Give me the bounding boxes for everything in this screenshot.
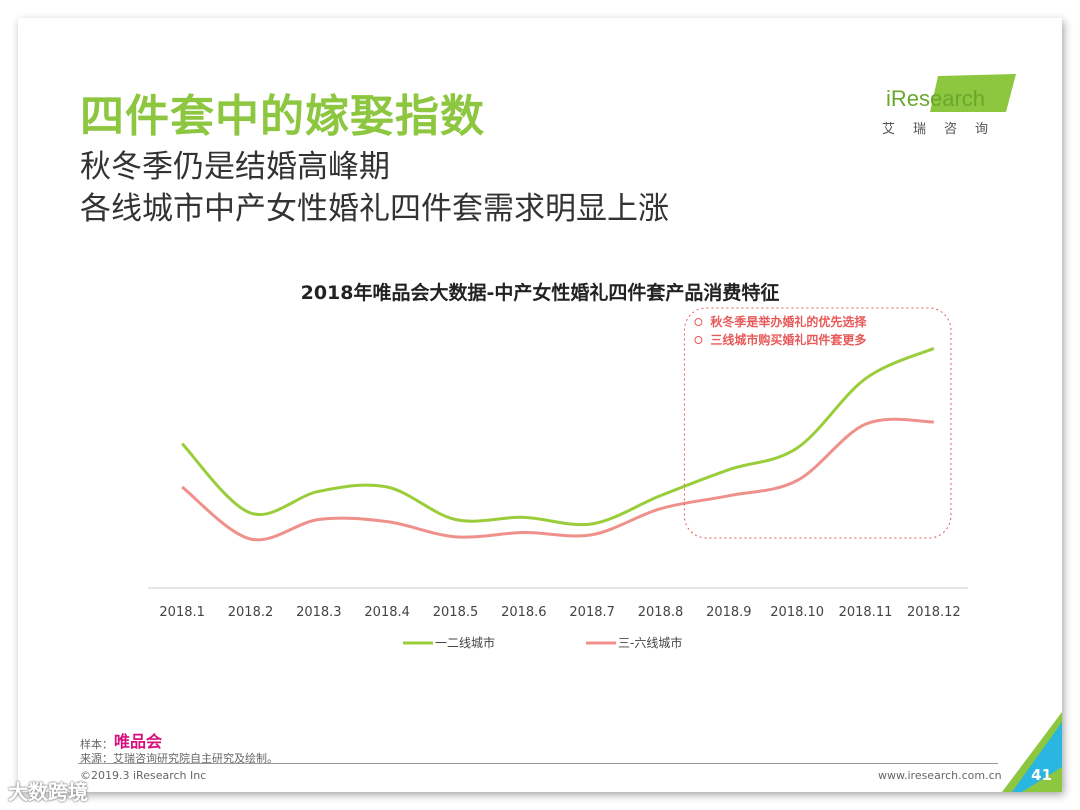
- footer-divider: [78, 763, 998, 764]
- website: www.iresearch.com.cn: [878, 769, 1002, 782]
- page-subtitle: 秋冬季仍是结婚高峰期 各线城市中产女性婚礼四件套需求明显上涨: [80, 146, 669, 230]
- x-tick-label: 2018.7: [569, 605, 615, 620]
- watermark: 大数跨境: [8, 780, 88, 804]
- x-tick-label: 2018.9: [706, 605, 752, 620]
- line-chart: 2018.1 2018.2 2018.3 2018.4 2018.5 2018.6 2018…: [148, 307, 968, 650]
- x-tick-label: 2018.2: [228, 605, 274, 620]
- series-line-1: [181, 346, 935, 527]
- iresearch-logo: iResearch: [886, 74, 1016, 112]
- slide: 四件套中的嫁娶指数 秋冬季仍是结婚高峰期 各线城市中产女性婚礼四件套需求明显上涨…: [18, 18, 1062, 792]
- subtitle-line-2: 各线城市中产女性婚礼四件套需求明显上涨: [80, 191, 669, 227]
- page-number: 41: [1031, 766, 1052, 784]
- annotation-text: 三线城市购买婚礼四件套更多: [710, 332, 866, 347]
- legend-label-1: 一二线城市: [435, 635, 495, 650]
- source-note: 来源：艾瑞咨询研究院自主研究及绘制。: [80, 752, 278, 765]
- legend-label-2: 三-六线城市: [618, 635, 682, 650]
- annotation-bullet: [694, 336, 703, 344]
- annotation-bullet: [694, 318, 703, 326]
- annotation-box: [683, 307, 952, 539]
- x-tick-label: 2018.10: [770, 605, 824, 620]
- sample-label: 样本：: [80, 738, 113, 751]
- logo-chinese: 艾瑞咨询: [882, 122, 1007, 137]
- x-tick-label: 2018.5: [433, 605, 479, 620]
- page-title: 四件套中的嫁娶指数: [80, 91, 485, 142]
- x-tick-label: 2018.4: [364, 605, 410, 620]
- x-tick-label: 2018.12: [907, 605, 961, 620]
- x-tick-label: 2018.6: [501, 605, 547, 620]
- x-tick-label: 2018.3: [296, 605, 342, 620]
- logo-flag: [930, 74, 1016, 112]
- copyright: ©2019.3 iResearch Inc: [80, 769, 207, 782]
- chart-title: 2018年唯品会大数据-中产女性婚礼四件套产品消费特征: [300, 282, 780, 304]
- x-tick-label: 2018.8: [638, 605, 684, 620]
- series-line-2: [181, 417, 934, 542]
- annotation-text: 秋冬季是举办婚礼的优先选择: [710, 314, 867, 329]
- x-tick-label: 2018.1: [159, 605, 205, 620]
- sample-value: 唯品会: [114, 732, 163, 751]
- x-tick-label: 2018.11: [839, 605, 893, 620]
- corner-decoration: [1002, 712, 1062, 792]
- subtitle-line-1: 秋冬季仍是结婚高峰期: [80, 149, 390, 185]
- logo-brand: iResearch: [886, 86, 985, 111]
